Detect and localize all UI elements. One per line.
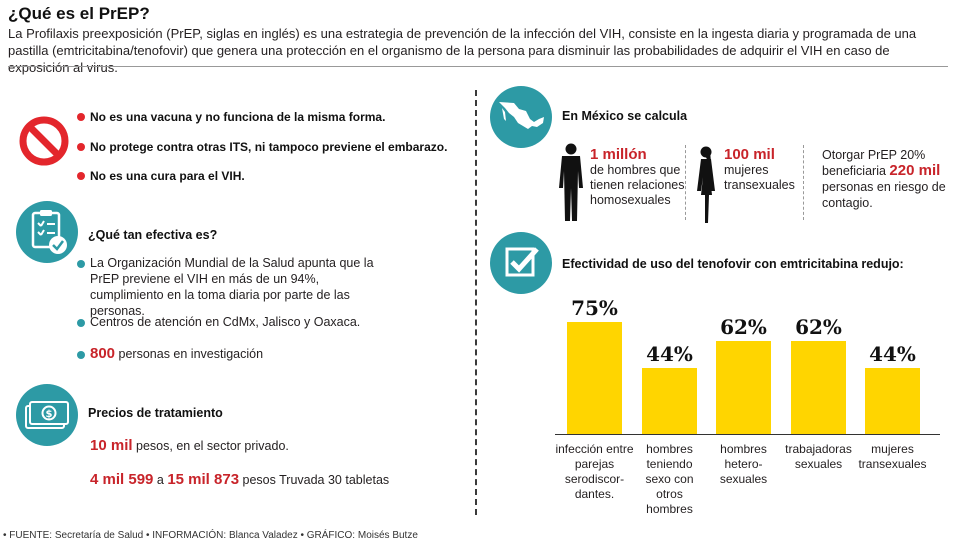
page-title: ¿Qué es el PrEP? [8,4,150,23]
header-divider [8,66,948,67]
efectividad-item: La Organización Mundial de la Salud apun… [90,256,374,318]
bullet-icon [77,319,85,327]
man-icon [556,143,586,223]
beneficiary-stat: Otorgar PrEP 20% beneficiaria 220 mil pe… [822,147,952,211]
investigacion-number: 800 [90,345,116,362]
investigacion-label: personas en investigación [118,347,264,361]
precios-heading: Precios de tratamiento [88,406,223,420]
men-label: de hombres que tienen relaciones homosex… [590,163,685,207]
precio-min-number: 4 mil 599 [90,471,154,488]
chart-bar [791,341,846,434]
chart-value-label: 75% [571,296,618,320]
men-stat: 1 millón de hombres que tienen relacione… [590,147,685,208]
investigacion-line: 800 personas en investigación [90,346,263,362]
warning-item: No protege contra otras ITS, ni tampoco … [90,140,448,154]
chart-value-label: 62% [795,315,842,339]
precio-privado-line: 10 mil pesos, en el sector privado. [90,438,289,454]
stat-divider [685,145,686,220]
men-number: 1 millón [590,146,647,163]
beneficiary-post: personas en riesgo de contagio. [822,180,946,210]
bullet-icon [77,113,85,121]
chart-value-label: 44% [869,342,916,366]
chart-bar [567,322,622,434]
warning-item: No es una vacuna y no funciona de la mis… [90,110,386,124]
prohibited-icon [18,115,70,167]
stat-divider [803,145,804,220]
mexico-map-icon [490,86,552,148]
bullet-icon [77,351,85,359]
bullet-icon [77,260,85,268]
checkbox-icon [490,232,552,294]
precio-truvada-label: pesos Truvada 30 tabletas [242,473,390,487]
chart-category-label: mujeres transexuales [858,442,927,471]
clipboard-icon [16,201,78,263]
chart-baseline [555,434,940,435]
bullet-icon [77,143,85,151]
chart-bar [865,368,920,434]
precio-connector: a [156,473,164,487]
precio-privado-number: 10 mil [90,437,133,454]
chart-value-label: 62% [720,315,767,339]
chart-category-label: trabajadoras sexuales [785,442,852,471]
chart-bar [716,341,771,434]
chart-category-label: hombres hetero-sexuales [719,442,768,486]
beneficiary-pre: Otorgar PrEP 20% beneficiaria [822,148,926,178]
precio-privado-label: pesos, en el sector privado. [136,439,289,453]
women-label: mujeres transexuales [724,163,795,192]
beneficiary-number: 220 mil [889,162,941,179]
chart-category-label: hombres teniendo sexo con otros hombres [645,442,694,516]
chart-value-label: 44% [646,342,693,366]
mexico-heading: En México se calcula [562,109,688,123]
precio-truvada-line: 4 mil 599 a 15 mil 873 pesos Truvada 30 … [90,472,389,488]
bullet-icon [77,172,85,180]
svg-text:$: $ [46,409,53,420]
column-divider [475,90,477,515]
woman-icon [694,145,718,225]
chart-title: Efectividad de uso del tenofovir con emt… [562,257,904,271]
warning-item: No es una cura para el VIH. [90,169,245,183]
intro-text: La Profilaxis preexposición (PrEP, sigla… [8,26,917,75]
efectividad-item: Centros de atención en CdMx, Jalisco y O… [90,315,361,329]
efectividad-heading: ¿Qué tan efectiva es? [88,228,218,242]
women-stat: 100 mil mujeres transexuales [724,147,802,193]
women-number: 100 mil [724,146,775,163]
chart-bar [642,368,697,434]
footer-credits: • FUENTE: Secretaría de Salud • INFORMAC… [3,530,418,541]
chart-category-label: infección entre parejas serodiscor-dante… [555,442,634,501]
money-icon: $ [16,384,78,446]
precio-max-number: 15 mil 873 [167,471,240,488]
